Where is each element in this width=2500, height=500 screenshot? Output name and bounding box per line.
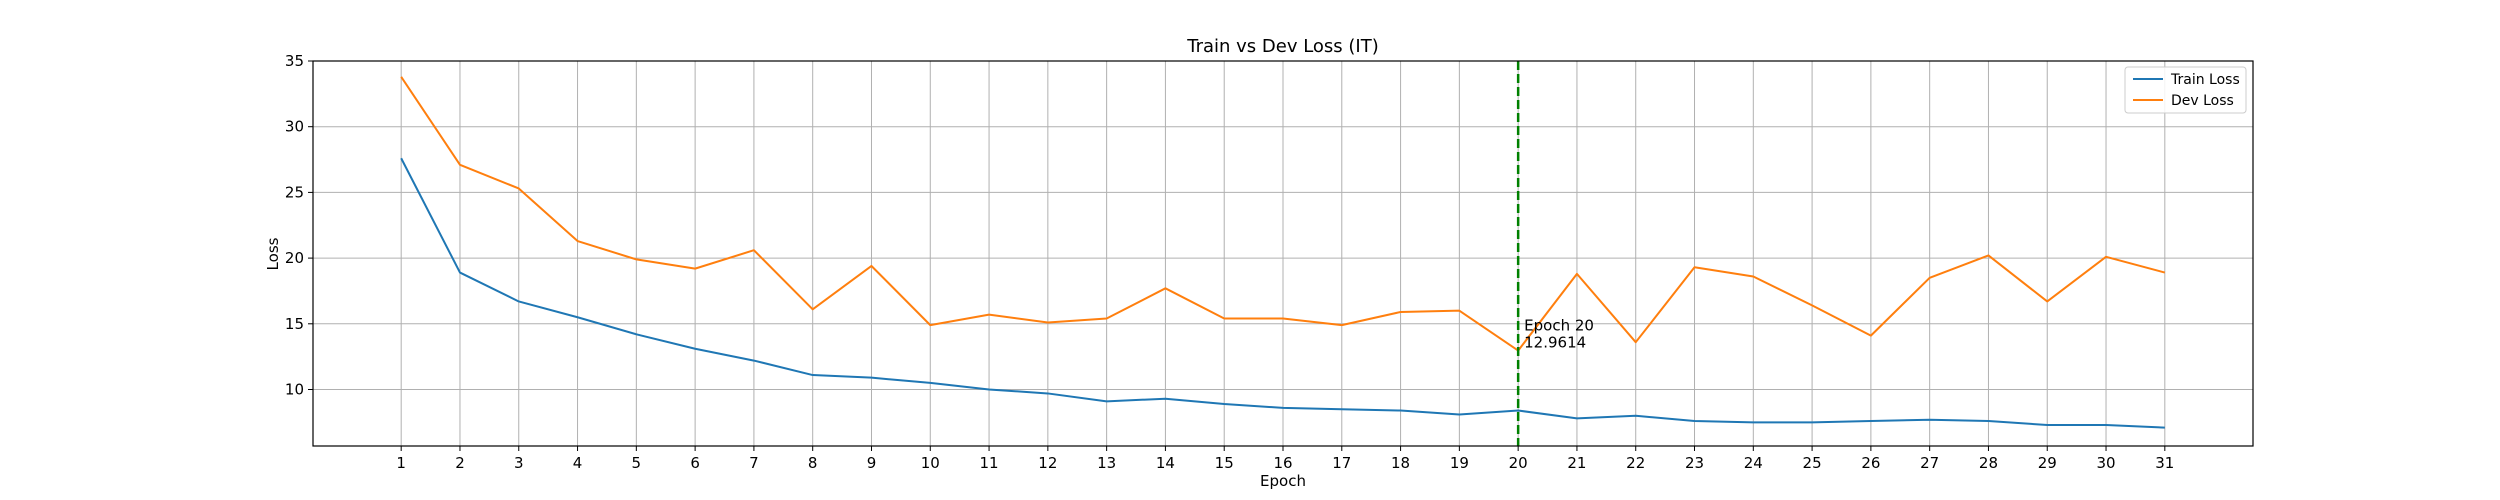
x-tick-label: 22 bbox=[1626, 454, 1645, 472]
x-tick-label: 15 bbox=[1215, 454, 1234, 472]
x-tick-label: 27 bbox=[1920, 454, 1939, 472]
y-tick-label: 25 bbox=[285, 183, 304, 201]
x-tick-label: 16 bbox=[1273, 454, 1292, 472]
x-tick-label: 13 bbox=[1097, 454, 1116, 472]
x-tick-label: 24 bbox=[1744, 454, 1763, 472]
x-tick-label: 31 bbox=[2155, 454, 2174, 472]
y-tick-label: 10 bbox=[285, 380, 304, 398]
x-tick-label: 8 bbox=[808, 454, 818, 472]
x-tick-label: 23 bbox=[1685, 454, 1704, 472]
x-tick-label: 1 bbox=[396, 454, 406, 472]
x-tick-label: 18 bbox=[1391, 454, 1410, 472]
series bbox=[400, 76, 2166, 429]
series-line-train-loss bbox=[400, 157, 2165, 429]
x-tick-label: 30 bbox=[2096, 454, 2115, 472]
legend-label-train-loss: Train Loss bbox=[2170, 72, 2240, 88]
x-tick-label: 19 bbox=[1450, 454, 1469, 472]
plot-frame bbox=[312, 60, 2254, 447]
x-tick-label: 3 bbox=[514, 454, 524, 472]
x-tick-label: 21 bbox=[1567, 454, 1586, 472]
x-tick-label: 29 bbox=[2038, 454, 2057, 472]
legend: Train Loss Dev Loss bbox=[2124, 66, 2247, 114]
series-line-dev-loss bbox=[400, 76, 2166, 352]
x-tick-label: 11 bbox=[980, 454, 999, 472]
x-tick-label: 14 bbox=[1156, 454, 1175, 472]
best-epoch-value: 12.9614 bbox=[1524, 334, 1586, 352]
ticks: 1 2 3 4 5 6 7 8 9 10 11 12 13 14 15 16 17 18 19 20 21 22 23 24 2… bbox=[285, 52, 2174, 472]
x-tick-label: 10 bbox=[921, 454, 940, 472]
x-tick-label: 25 bbox=[1803, 454, 1822, 472]
y-tick-label: 20 bbox=[285, 249, 304, 267]
x-tick-label: 7 bbox=[749, 454, 759, 472]
x-tick-label: 9 bbox=[867, 454, 877, 472]
y-axis-label: Loss bbox=[264, 237, 282, 270]
best-epoch-label: Epoch 20 bbox=[1524, 317, 1594, 335]
x-tick-label: 6 bbox=[690, 454, 700, 472]
y-tick-label: 30 bbox=[285, 118, 304, 136]
x-tick-label: 2 bbox=[455, 454, 465, 472]
x-tick-label: 26 bbox=[1861, 454, 1880, 472]
best-epoch-marker: Epoch 20 12.9614 bbox=[1516, 61, 1594, 446]
chart-title: Train vs Dev Loss (IT) bbox=[1186, 36, 1379, 57]
x-tick-label: 5 bbox=[632, 454, 642, 472]
x-tick-label: 17 bbox=[1332, 454, 1351, 472]
y-tick-label: 15 bbox=[285, 315, 304, 333]
x-tick-label: 28 bbox=[1979, 454, 1998, 472]
x-tick-label: 20 bbox=[1509, 454, 1528, 472]
y-tick-label: 35 bbox=[285, 52, 304, 70]
x-axis-label: Epoch bbox=[1260, 472, 1306, 490]
legend-label-dev-loss: Dev Loss bbox=[2171, 93, 2234, 109]
grid bbox=[313, 60, 2253, 446]
x-tick-label: 4 bbox=[573, 454, 583, 472]
x-tick-label: 12 bbox=[1038, 454, 1057, 472]
